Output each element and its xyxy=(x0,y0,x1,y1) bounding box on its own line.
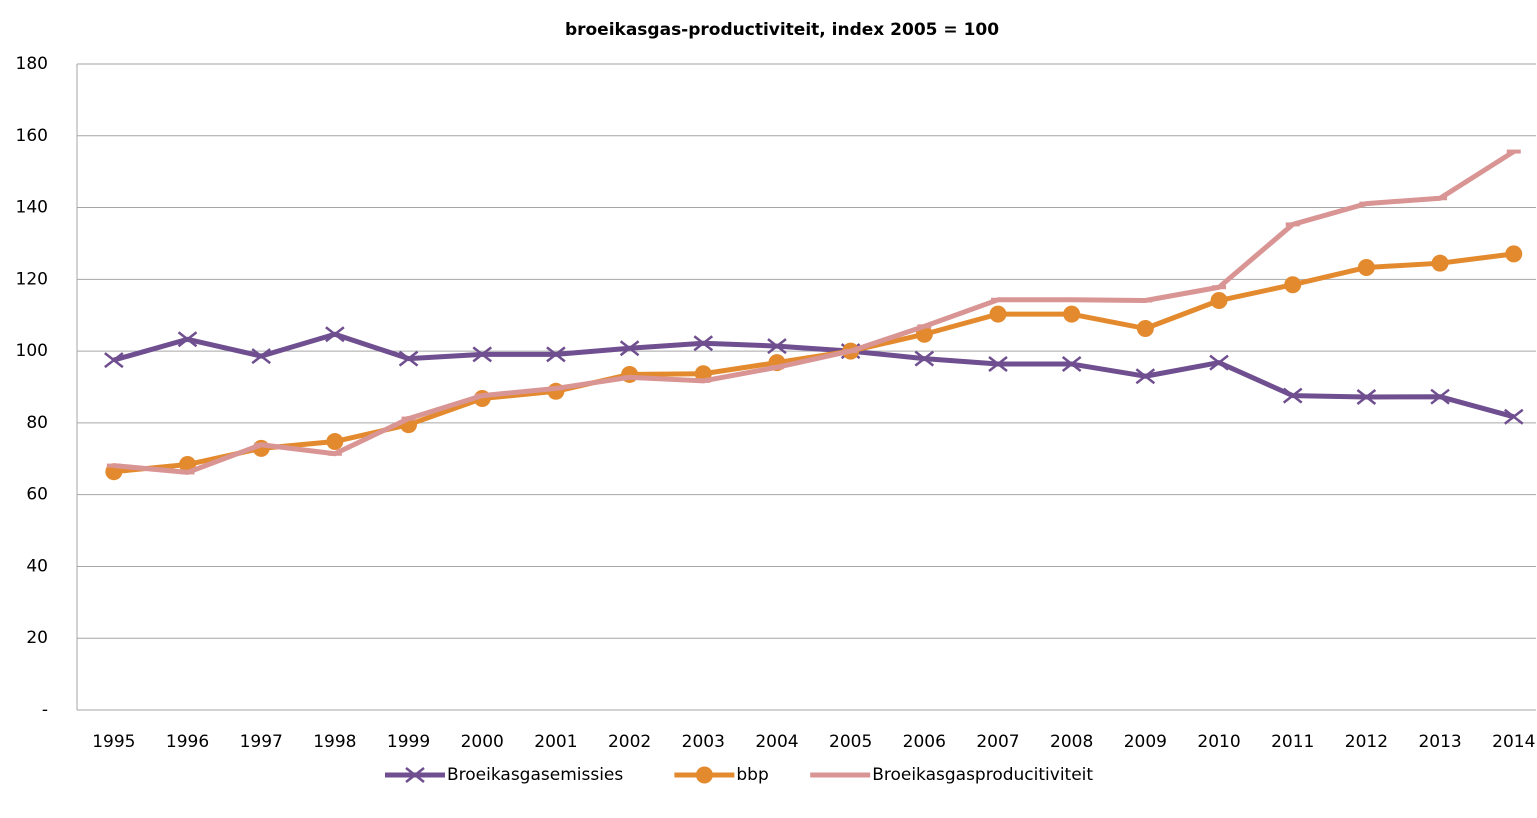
series-line xyxy=(113,251,1515,475)
marker xyxy=(472,346,493,363)
x-tick-label: 2007 xyxy=(976,732,1019,752)
x-tick-label: 1996 xyxy=(166,732,209,752)
x-tick-label: 2013 xyxy=(1418,732,1461,752)
legend-label: Broeikasgasemissies xyxy=(447,765,623,785)
marker xyxy=(1431,254,1449,272)
x-tick-label: 1995 xyxy=(92,732,135,752)
x-tick-label: 2006 xyxy=(903,732,946,752)
x-tick-label: 2005 xyxy=(829,732,872,752)
marker xyxy=(693,335,714,352)
x-tick-label: 2011 xyxy=(1271,732,1314,752)
x-tick-label: 2009 xyxy=(1124,732,1167,752)
x-tick-label: 2008 xyxy=(1050,732,1093,752)
x-tick-label: 2000 xyxy=(461,732,504,752)
marker xyxy=(104,352,124,369)
y-tick-label: 180 xyxy=(16,54,48,74)
marker xyxy=(1136,320,1154,338)
marker xyxy=(251,348,271,365)
y-tick-label: 120 xyxy=(16,269,48,289)
chart-title: broeikasgas-productiviteit, index 2005 =… xyxy=(565,20,999,40)
y-tick-label: - xyxy=(42,700,48,720)
marker xyxy=(546,346,566,363)
y-tick-label: 60 xyxy=(26,485,48,505)
y-tick-label: 160 xyxy=(16,126,48,146)
marker xyxy=(1284,276,1302,294)
x-tick-label: 2002 xyxy=(608,732,651,752)
marker xyxy=(325,326,345,343)
marker xyxy=(1063,305,1081,323)
marker xyxy=(988,356,1008,373)
x-tick-label: 2001 xyxy=(534,732,577,752)
marker xyxy=(326,433,344,451)
y-tick-label: 100 xyxy=(16,341,48,361)
marker xyxy=(1061,356,1082,373)
x-tick-label: 2014 xyxy=(1492,732,1535,752)
marker xyxy=(398,350,419,367)
legend-label: bbp xyxy=(736,765,768,785)
x-tick-label: 2010 xyxy=(1197,732,1240,752)
y-tick-label: 140 xyxy=(16,198,48,218)
x-tick-label: 1997 xyxy=(240,732,283,752)
x-tick-label: 2012 xyxy=(1345,732,1388,752)
marker xyxy=(1356,389,1377,406)
marker xyxy=(619,340,640,357)
series-line xyxy=(113,331,1515,420)
marker xyxy=(405,767,425,783)
marker xyxy=(989,305,1007,323)
marker xyxy=(1505,245,1523,263)
x-tick-label: 1998 xyxy=(313,732,356,752)
marker xyxy=(1210,292,1228,310)
marker xyxy=(914,350,935,367)
marker xyxy=(1135,368,1156,385)
marker xyxy=(695,766,713,784)
marker xyxy=(1357,258,1375,276)
x-tick-label: 1999 xyxy=(387,732,430,752)
x-tick-label: 2004 xyxy=(755,732,798,752)
x-tick-label: 2003 xyxy=(682,732,725,752)
legend-label: Broeikasgasproducitiviteit xyxy=(872,765,1093,785)
marker xyxy=(1282,387,1303,404)
marker xyxy=(1430,388,1450,405)
marker xyxy=(1209,354,1229,371)
y-tick-label: 80 xyxy=(26,413,48,433)
marker xyxy=(177,331,198,348)
y-tick-label: 40 xyxy=(26,556,48,576)
y-tick-label: 20 xyxy=(26,628,48,648)
series-line xyxy=(113,149,1516,475)
marker xyxy=(767,338,787,355)
marker xyxy=(1503,408,1524,425)
